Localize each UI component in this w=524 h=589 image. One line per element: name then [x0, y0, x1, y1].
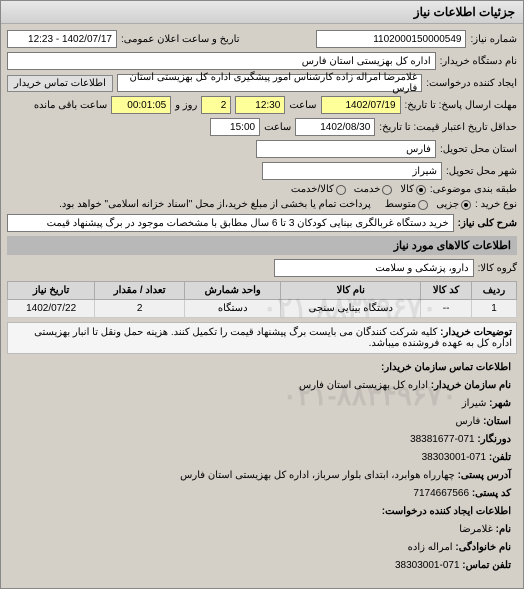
cell-date: 1402/07/22 — [8, 300, 95, 318]
city-label: شهر محل تحویل: — [446, 166, 517, 177]
radio-dot-icon — [461, 200, 471, 210]
details-window: جزئیات اطلاعات نیاز شماره نیاز: 11020001… — [0, 0, 524, 589]
radio-dot-icon — [336, 185, 346, 195]
col-unit: واحد شمارش — [185, 282, 281, 300]
cell-code: -- — [421, 300, 472, 318]
buyer-note-label: توضیحات خریدار: — [440, 327, 512, 338]
announce-datetime-field: 1402/07/17 - 12:23 — [7, 30, 117, 48]
city-field: شیراز — [262, 162, 442, 180]
goods-group-field: دارو، پزشکی و سلامت — [274, 259, 474, 277]
contact-org: نام سازمان خریدار: اداره کل بهزیستی استا… — [13, 378, 511, 394]
col-name: نام کالا — [281, 282, 421, 300]
buyer-org-label: نام دستگاه خریدار: — [440, 56, 517, 67]
col-row: ردیف — [472, 282, 517, 300]
radio-dot-icon — [382, 185, 392, 195]
validity-time-field: 15:00 — [210, 118, 260, 136]
classification-radio-group: کالا خدمت کالا/خدمت — [291, 184, 426, 195]
classification-label: طبقه بندی موضوعی: — [430, 184, 517, 195]
col-qty: تعداد / مقدار — [95, 282, 185, 300]
requester-label: ایجاد کننده درخواست: — [426, 78, 517, 89]
province-label: استان محل تحویل: — [440, 144, 517, 155]
radio-goods[interactable]: کالا — [400, 184, 426, 195]
cell-unit: دستگاه — [185, 300, 281, 318]
request-number-field: 1102000150000549 — [316, 30, 466, 48]
validity-label: حداقل تاریخ اعتبار قیمت: تا تاریخ: — [379, 122, 517, 133]
requester-title: اطلاعات ایجاد کننده درخواست: — [13, 504, 511, 520]
window-title: جزئیات اطلاعات نیاز — [1, 1, 523, 24]
contact-address: آدرس پستی: چهارراه هوابرد، ابتدای بلوار … — [13, 468, 511, 484]
purchase-type-label: نوع خرید : — [475, 199, 517, 210]
row-city: شهر محل تحویل: شیراز — [7, 162, 517, 180]
radio-both[interactable]: کالا/خدمت — [291, 184, 346, 195]
time-label-1: ساعت — [289, 100, 316, 111]
requester-name: نام: غلامرضا — [13, 522, 511, 538]
payment-note: پرداخت تمام یا بخشی از مبلغ خرید،از محل … — [59, 199, 371, 210]
announce-datetime-label: تاریخ و ساعت اعلان عمومی: — [121, 34, 240, 45]
contact-phone: تلفن: 071-38303001 — [13, 450, 511, 466]
remaining-time-field: 00:01:05 — [111, 96, 171, 114]
content-area: شماره نیاز: 1102000150000549 تاریخ و ساع… — [1, 24, 523, 588]
contact-postal: کد پستی: 7174667566 — [13, 486, 511, 502]
requester-phone: تلفن تماس: 071-38303001 — [13, 558, 511, 574]
row-goods-group: گروه کالا: دارو، پزشکی و سلامت — [7, 259, 517, 277]
deadline-time-field: 12:30 — [235, 96, 285, 114]
keywords-label: شرح کلی نیاز: — [458, 218, 517, 229]
time-label-2: ساعت — [264, 122, 291, 133]
col-date: تاریخ نیاز — [8, 282, 95, 300]
radio-minor[interactable]: جزیی — [436, 199, 471, 210]
row-classification: طبقه بندی موضوعی: کالا خدمت کالا/خدمت — [7, 184, 517, 195]
deadline-label: مهلت ارسال پاسخ: تا تاریخ: — [405, 100, 517, 111]
cell-row: 1 — [472, 300, 517, 318]
remaining-days-label: روز و — [175, 100, 197, 111]
row-purchase-type: نوع خرید : جزیی متوسط پرداخت تمام یا بخش… — [7, 199, 517, 210]
contact-info-button[interactable]: اطلاعات تماس خریدار — [7, 75, 113, 92]
contact-fax: دورنگار: 071-38381677 — [13, 432, 511, 448]
contact-section: ۰۲۱-۸۸۳۴۹۶۷۰ اطلاعات تماس سازمان خریدار:… — [7, 354, 517, 582]
cell-name: دستگاه بینایی سنجی — [281, 300, 421, 318]
buyer-note-box: توضیحات خریدار: کلیه شرکت کنندگان می بای… — [7, 322, 517, 354]
col-code: کد کالا — [421, 282, 472, 300]
deadline-date-field: 1402/07/19 — [321, 96, 401, 114]
validity-date-field: 1402/08/30 — [295, 118, 375, 136]
row-validity: حداقل تاریخ اعتبار قیمت: تا تاریخ: 1402/… — [7, 118, 517, 136]
purchase-type-radio-group: جزیی متوسط — [385, 199, 471, 210]
keywords-field: خرید دستگاه غربالگری بینایی کودکان 3 تا … — [7, 214, 454, 232]
requester-field: غلامرضا امراله زاده کارشناس امور پیشگیری… — [117, 74, 422, 92]
request-number-label: شماره نیاز: — [470, 34, 517, 45]
remaining-days-field: 2 — [201, 96, 231, 114]
buyer-org-field: اداره کل بهزیستی استان فارس — [7, 52, 436, 70]
radio-service[interactable]: خدمت — [354, 184, 393, 195]
radio-dot-icon — [418, 200, 428, 210]
radio-medium[interactable]: متوسط — [385, 199, 428, 210]
table-header-row: ردیف کد کالا نام کالا واحد شمارش تعداد /… — [8, 282, 517, 300]
row-request-number: شماره نیاز: 1102000150000549 تاریخ و ساع… — [7, 30, 517, 48]
goods-section-header: اطلاعات کالاهای مورد نیاز — [7, 236, 517, 255]
contact-province: استان: فارس — [13, 414, 511, 430]
province-field: فارس — [256, 140, 436, 158]
radio-dot-icon — [416, 185, 426, 195]
row-buyer-org: نام دستگاه خریدار: اداره کل بهزیستی استا… — [7, 52, 517, 70]
table-row: 1 -- دستگاه بینایی سنجی دستگاه 2 1402/07… — [8, 300, 517, 318]
row-requester: ایجاد کننده درخواست: غلامرضا امراله زاده… — [7, 74, 517, 92]
row-deadline: مهلت ارسال پاسخ: تا تاریخ: 1402/07/19 سا… — [7, 96, 517, 114]
goods-group-label: گروه کالا: — [478, 263, 517, 274]
contact-city: شهر: شیراز — [13, 396, 511, 412]
contact-title: اطلاعات تماس سازمان خریدار: — [13, 360, 511, 376]
goods-table: ردیف کد کالا نام کالا واحد شمارش تعداد /… — [7, 281, 517, 318]
remaining-label: ساعت باقی مانده — [34, 100, 107, 111]
row-province: استان محل تحویل: فارس — [7, 140, 517, 158]
table-container: ۰۲۱-۸۸۳۴۹۶۷۰ ردیف کد کالا نام کالا واحد … — [7, 281, 517, 318]
row-keywords: شرح کلی نیاز: خرید دستگاه غربالگری بینای… — [7, 214, 517, 232]
requester-surname: نام خانوادگی: امراله زاده — [13, 540, 511, 556]
cell-qty: 2 — [95, 300, 185, 318]
